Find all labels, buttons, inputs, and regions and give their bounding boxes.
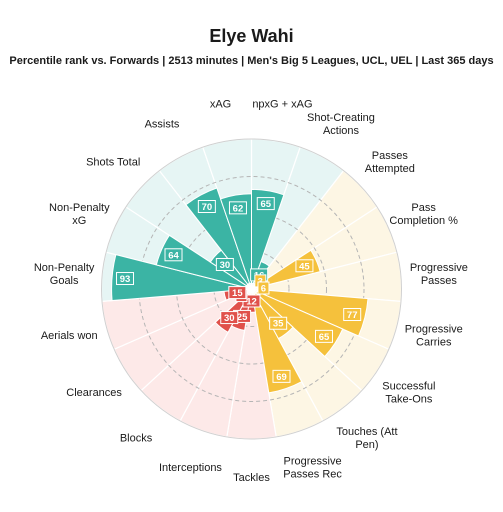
category-label: Non-Penalty Goals bbox=[34, 262, 95, 287]
category-label-line: Progressive bbox=[405, 324, 463, 336]
chart-subtitle: Percentile rank vs. Forwards | 2513 minu… bbox=[9, 55, 494, 67]
value-label: 62 bbox=[233, 203, 244, 214]
value-badge bbox=[343, 308, 362, 322]
value-label: 30 bbox=[220, 260, 231, 271]
value-badge bbox=[228, 201, 247, 215]
value-label: 15 bbox=[232, 288, 243, 299]
category-label-line: Blocks bbox=[120, 432, 153, 444]
value-label: 93 bbox=[120, 274, 131, 285]
value-label: 45 bbox=[299, 261, 310, 272]
category-label-line: Passes bbox=[421, 275, 458, 287]
category-label-line: Aerials won bbox=[41, 330, 98, 342]
category-label-line: Pen) bbox=[355, 439, 378, 451]
value-label: 12 bbox=[246, 297, 257, 308]
value-badge bbox=[197, 200, 216, 214]
category-label: Aerials won bbox=[41, 330, 98, 342]
value-badge bbox=[220, 311, 239, 325]
value-label: 30 bbox=[224, 313, 235, 324]
value-label: 6 bbox=[261, 284, 266, 295]
value-label: 69 bbox=[276, 372, 287, 383]
value-label: 25 bbox=[237, 312, 248, 323]
category-label-line: Goals bbox=[50, 275, 79, 287]
category-label-line: Non-Penalty bbox=[34, 262, 95, 274]
value-label: 70 bbox=[202, 202, 213, 213]
category-label: Shots Total bbox=[86, 157, 140, 169]
value-badge bbox=[269, 316, 288, 330]
category-label-line: Attempted bbox=[365, 163, 415, 175]
category-label: npxG + xAG bbox=[252, 99, 312, 111]
category-label-line: Progressive bbox=[284, 455, 342, 467]
category-label-line: Completion % bbox=[389, 215, 458, 227]
category-label: Blocks bbox=[120, 432, 153, 444]
value-label: 64 bbox=[168, 250, 179, 261]
category-label: Assists bbox=[145, 119, 180, 131]
category-label-line: Interceptions bbox=[159, 462, 222, 474]
category-label: Pass Completion % bbox=[389, 202, 458, 227]
value-label: 65 bbox=[319, 332, 330, 343]
value-label: 35 bbox=[273, 319, 284, 330]
category-label: Progressive Carries bbox=[405, 324, 463, 349]
category-label: Clearances bbox=[66, 387, 122, 399]
value-badge bbox=[257, 281, 270, 295]
value-label: 77 bbox=[347, 310, 358, 321]
category-label: Passes Attempted bbox=[365, 150, 415, 175]
category-label-line: Successful bbox=[382, 380, 435, 392]
category-label: Progressive Passes Rec bbox=[283, 455, 342, 480]
outer-ring bbox=[101, 138, 402, 440]
value-badge bbox=[272, 369, 291, 383]
category-label-line: Passes bbox=[372, 150, 409, 162]
category-label-line: Assists bbox=[145, 119, 180, 131]
value-badge bbox=[215, 257, 234, 271]
category-label: Tackles bbox=[233, 472, 270, 484]
category-label-line: Touches (Att bbox=[336, 426, 397, 438]
category-label-line: Passes Rec bbox=[283, 468, 342, 480]
value-labels: 65163456776535691225306159364307062 bbox=[116, 197, 362, 383]
category-label-line: Carries bbox=[416, 337, 452, 349]
category-label: Interceptions bbox=[159, 462, 222, 474]
category-label: Non-Penalty xG bbox=[49, 202, 110, 227]
value-label: 65 bbox=[260, 199, 271, 210]
chart-title: Elye Wahi bbox=[209, 26, 294, 46]
value-badge bbox=[314, 329, 333, 343]
category-label: xAG bbox=[210, 99, 231, 111]
bar bbox=[219, 193, 252, 284]
category-label-line: Clearances bbox=[66, 387, 122, 399]
category-label-line: Shot-Creating bbox=[307, 112, 375, 124]
category-label-line: Non-Penalty bbox=[49, 202, 110, 214]
value-badge bbox=[164, 248, 183, 262]
category-label-line: Progressive bbox=[410, 262, 468, 274]
category-label-line: Pass bbox=[411, 202, 436, 214]
category-label-line: Tackles bbox=[233, 472, 270, 484]
category-label: Shot-Creating Actions bbox=[307, 112, 375, 137]
value-badge bbox=[116, 272, 135, 286]
category-label: Touches (Att Pen) bbox=[336, 426, 397, 451]
category-label-line: xG bbox=[72, 215, 86, 227]
category-label: Successful Take-Ons bbox=[382, 380, 435, 405]
bar bbox=[251, 293, 303, 394]
category-label-line: Take-Ons bbox=[385, 393, 433, 405]
category-label-line: Shots Total bbox=[86, 157, 140, 169]
category-label-line: xAG bbox=[210, 99, 231, 111]
category-label: Progressive Passes bbox=[410, 262, 468, 287]
category-label-line: Actions bbox=[323, 125, 360, 137]
value-badge bbox=[295, 259, 314, 273]
value-badge bbox=[228, 286, 247, 300]
value-badge bbox=[256, 197, 275, 211]
category-label-line: npxG + xAG bbox=[252, 99, 312, 111]
